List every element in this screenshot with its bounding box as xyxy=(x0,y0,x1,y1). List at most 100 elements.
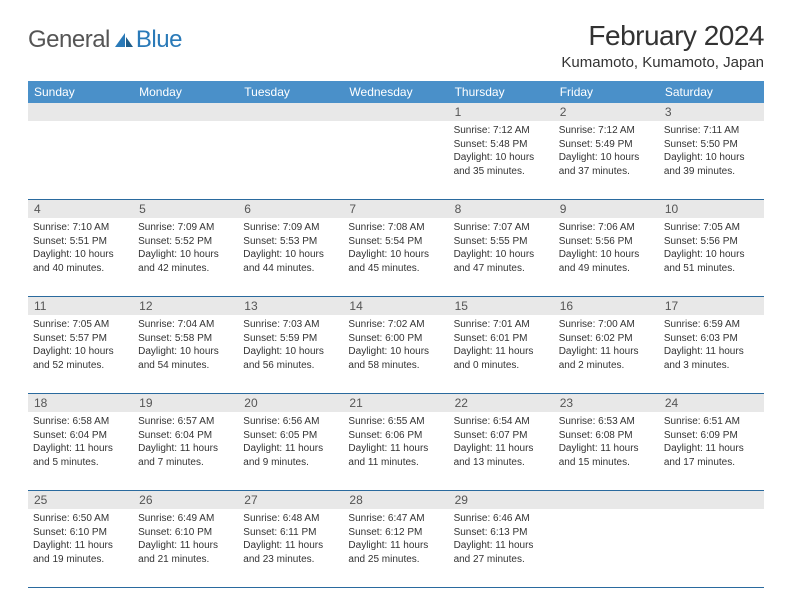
sunset-text: Sunset: 6:12 PM xyxy=(348,526,443,540)
daylight-text: Daylight: 10 hours and 58 minutes. xyxy=(348,345,443,372)
sunrise-text: Sunrise: 6:54 AM xyxy=(454,415,549,429)
sunrise-text: Sunrise: 7:09 AM xyxy=(138,221,233,235)
sunrise-text: Sunrise: 7:10 AM xyxy=(33,221,128,235)
day-cell xyxy=(659,509,764,587)
daylight-text: Daylight: 10 hours and 54 minutes. xyxy=(138,345,233,372)
day-number-row: 45678910 xyxy=(28,200,764,218)
sunset-text: Sunset: 6:00 PM xyxy=(348,332,443,346)
sunrise-text: Sunrise: 7:12 AM xyxy=(454,124,549,138)
day-cell: Sunrise: 6:49 AMSunset: 6:10 PMDaylight:… xyxy=(133,509,238,587)
sunset-text: Sunset: 5:56 PM xyxy=(559,235,654,249)
day-cell: Sunrise: 7:09 AMSunset: 5:53 PMDaylight:… xyxy=(238,218,343,296)
day-number-row: 123 xyxy=(28,103,764,121)
daylight-text: Daylight: 11 hours and 21 minutes. xyxy=(138,539,233,566)
day-cell xyxy=(28,121,133,199)
weekday-header-row: SundayMondayTuesdayWednesdayThursdayFrid… xyxy=(28,81,764,103)
day-cell: Sunrise: 7:06 AMSunset: 5:56 PMDaylight:… xyxy=(554,218,659,296)
daylight-text: Daylight: 10 hours and 44 minutes. xyxy=(243,248,338,275)
day-cell: Sunrise: 6:47 AMSunset: 6:12 PMDaylight:… xyxy=(343,509,448,587)
month-title: February 2024 xyxy=(561,20,764,52)
sunrise-text: Sunrise: 6:51 AM xyxy=(664,415,759,429)
sunrise-text: Sunrise: 7:01 AM xyxy=(454,318,549,332)
daylight-text: Daylight: 10 hours and 42 minutes. xyxy=(138,248,233,275)
sunrise-text: Sunrise: 7:08 AM xyxy=(348,221,443,235)
day-number-cell: 17 xyxy=(659,297,764,315)
sunset-text: Sunset: 5:56 PM xyxy=(664,235,759,249)
daylight-text: Daylight: 11 hours and 19 minutes. xyxy=(33,539,128,566)
sunrise-text: Sunrise: 6:55 AM xyxy=(348,415,443,429)
day-cell: Sunrise: 6:57 AMSunset: 6:04 PMDaylight:… xyxy=(133,412,238,490)
day-number-cell: 9 xyxy=(554,200,659,218)
sunset-text: Sunset: 5:59 PM xyxy=(243,332,338,346)
week-row: Sunrise: 6:50 AMSunset: 6:10 PMDaylight:… xyxy=(28,509,764,588)
sunset-text: Sunset: 5:52 PM xyxy=(138,235,233,249)
sunrise-text: Sunrise: 7:09 AM xyxy=(243,221,338,235)
sunset-text: Sunset: 6:03 PM xyxy=(664,332,759,346)
day-number-cell: 19 xyxy=(133,394,238,412)
daylight-text: Daylight: 11 hours and 3 minutes. xyxy=(664,345,759,372)
week-row: Sunrise: 7:12 AMSunset: 5:48 PMDaylight:… xyxy=(28,121,764,200)
sunrise-text: Sunrise: 7:12 AM xyxy=(559,124,654,138)
weekday-header-cell: Tuesday xyxy=(238,81,343,103)
sunrise-text: Sunrise: 6:48 AM xyxy=(243,512,338,526)
weekday-header-cell: Saturday xyxy=(659,81,764,103)
weekday-header-cell: Thursday xyxy=(449,81,554,103)
day-number-cell: 20 xyxy=(238,394,343,412)
day-number-cell: 27 xyxy=(238,491,343,509)
brand-text-1: General xyxy=(28,26,110,54)
day-cell: Sunrise: 7:01 AMSunset: 6:01 PMDaylight:… xyxy=(449,315,554,393)
day-number-cell: 3 xyxy=(659,103,764,121)
sunset-text: Sunset: 6:04 PM xyxy=(33,429,128,443)
daylight-text: Daylight: 11 hours and 11 minutes. xyxy=(348,442,443,469)
day-number-row: 11121314151617 xyxy=(28,297,764,315)
header: General Blue February 2024 Kumamoto, Kum… xyxy=(28,20,764,71)
day-number-cell: 15 xyxy=(449,297,554,315)
week-row: Sunrise: 7:05 AMSunset: 5:57 PMDaylight:… xyxy=(28,315,764,394)
day-number-cell: 21 xyxy=(343,394,448,412)
day-number-cell xyxy=(554,491,659,509)
sunrise-text: Sunrise: 7:05 AM xyxy=(664,221,759,235)
day-number-cell: 23 xyxy=(554,394,659,412)
daylight-text: Daylight: 10 hours and 35 minutes. xyxy=(454,151,549,178)
sunrise-text: Sunrise: 6:46 AM xyxy=(454,512,549,526)
sunrise-text: Sunrise: 7:04 AM xyxy=(138,318,233,332)
day-number-row: 2526272829 xyxy=(28,491,764,509)
day-cell: Sunrise: 6:59 AMSunset: 6:03 PMDaylight:… xyxy=(659,315,764,393)
day-number-cell: 6 xyxy=(238,200,343,218)
day-cell: Sunrise: 7:04 AMSunset: 5:58 PMDaylight:… xyxy=(133,315,238,393)
daylight-text: Daylight: 10 hours and 51 minutes. xyxy=(664,248,759,275)
day-number-cell xyxy=(343,103,448,121)
day-number-cell: 1 xyxy=(449,103,554,121)
day-number-cell: 13 xyxy=(238,297,343,315)
weekday-header-cell: Friday xyxy=(554,81,659,103)
day-number-row: 18192021222324 xyxy=(28,394,764,412)
day-cell: Sunrise: 7:09 AMSunset: 5:52 PMDaylight:… xyxy=(133,218,238,296)
day-cell xyxy=(133,121,238,199)
daylight-text: Daylight: 11 hours and 17 minutes. xyxy=(664,442,759,469)
daylight-text: Daylight: 11 hours and 9 minutes. xyxy=(243,442,338,469)
day-number-cell xyxy=(28,103,133,121)
sunset-text: Sunset: 6:11 PM xyxy=(243,526,338,540)
sunrise-text: Sunrise: 6:47 AM xyxy=(348,512,443,526)
day-number-cell: 24 xyxy=(659,394,764,412)
sunset-text: Sunset: 6:10 PM xyxy=(33,526,128,540)
day-cell xyxy=(554,509,659,587)
sunrise-text: Sunrise: 7:07 AM xyxy=(454,221,549,235)
day-number-cell: 5 xyxy=(133,200,238,218)
sunset-text: Sunset: 6:13 PM xyxy=(454,526,549,540)
daylight-text: Daylight: 11 hours and 13 minutes. xyxy=(454,442,549,469)
day-number-cell: 14 xyxy=(343,297,448,315)
day-number-cell: 10 xyxy=(659,200,764,218)
sunrise-text: Sunrise: 6:50 AM xyxy=(33,512,128,526)
day-cell: Sunrise: 7:02 AMSunset: 6:00 PMDaylight:… xyxy=(343,315,448,393)
sunset-text: Sunset: 5:58 PM xyxy=(138,332,233,346)
daylight-text: Daylight: 10 hours and 56 minutes. xyxy=(243,345,338,372)
sunrise-text: Sunrise: 7:11 AM xyxy=(664,124,759,138)
day-cell: Sunrise: 7:08 AMSunset: 5:54 PMDaylight:… xyxy=(343,218,448,296)
day-cell: Sunrise: 6:48 AMSunset: 6:11 PMDaylight:… xyxy=(238,509,343,587)
sunset-text: Sunset: 5:48 PM xyxy=(454,138,549,152)
sunset-text: Sunset: 5:55 PM xyxy=(454,235,549,249)
location-text: Kumamoto, Kumamoto, Japan xyxy=(561,54,764,71)
sunrise-text: Sunrise: 6:58 AM xyxy=(33,415,128,429)
day-cell: Sunrise: 6:55 AMSunset: 6:06 PMDaylight:… xyxy=(343,412,448,490)
